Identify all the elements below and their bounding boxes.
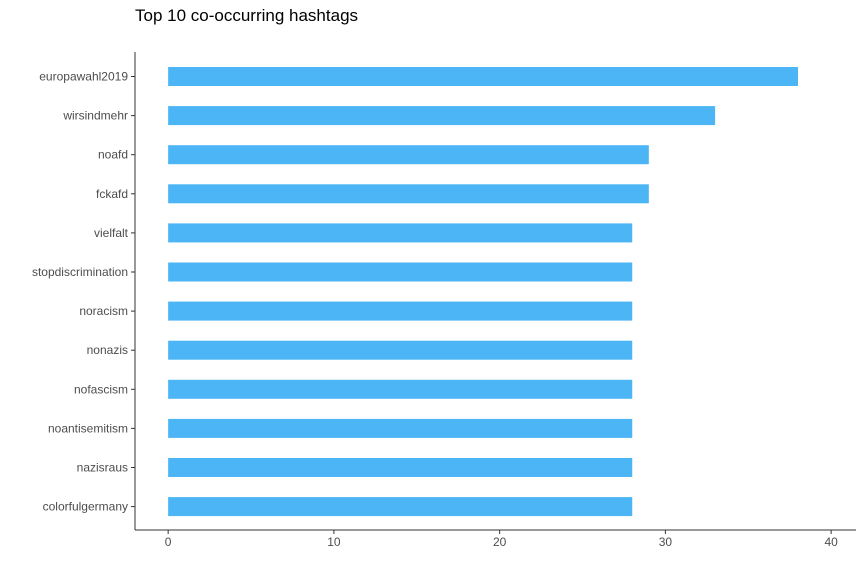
bar-nofascism: [168, 379, 633, 399]
bar-noracism: [168, 301, 633, 321]
bar-nazisraus: [168, 458, 633, 477]
x-tick-label: 0: [165, 535, 172, 549]
y-tick-label: vielfalt: [94, 226, 129, 240]
bar-vielfalt: [168, 223, 633, 243]
x-tick-label: 40: [824, 535, 838, 549]
chart-title: Top 10 co-occurring hashtags: [135, 6, 359, 25]
y-tick-label: noracism: [79, 304, 128, 318]
bar-colorfulgermany: [168, 497, 633, 517]
x-axis-ticks: 0 10 20 30 40: [165, 530, 838, 549]
x-tick-label: 20: [493, 535, 507, 549]
y-tick-label: wirsindmehr: [62, 109, 128, 123]
bar-wirsindmehr: [168, 106, 716, 126]
bar-fckafd: [168, 184, 649, 204]
y-tick-label: europawahl2019: [39, 70, 128, 84]
y-tick-label: nofascism: [74, 382, 128, 396]
x-tick-label: 30: [659, 535, 673, 549]
bar-nonazis: [168, 340, 633, 360]
bar-noantisemitism: [168, 418, 633, 438]
bar-stopdiscrimination: [168, 262, 633, 282]
y-axis-ticks: europawahl2019 wirsindmehr noafd fckafd viel…: [32, 70, 135, 514]
bar-noafd: [168, 145, 649, 165]
y-tick-label: nazisraus: [77, 461, 128, 475]
y-tick-label: noantisemitism: [48, 421, 128, 435]
y-tick-label: nonazis: [87, 343, 128, 357]
y-tick-label: noafd: [98, 148, 128, 162]
y-tick-label: stopdiscrimination: [32, 265, 128, 279]
bar-europawahl2019: [168, 67, 798, 86]
x-tick-label: 10: [327, 535, 341, 549]
bars-group: [168, 67, 798, 517]
y-tick-label: colorfulgermany: [43, 500, 128, 514]
y-tick-label: fckafd: [96, 187, 128, 201]
